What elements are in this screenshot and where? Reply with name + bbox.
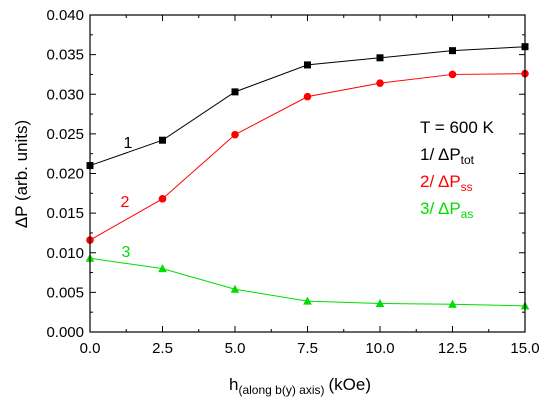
y-tick-label: 0.035 bbox=[46, 47, 84, 64]
x-tick-label: 15.0 bbox=[510, 340, 539, 357]
x-axis-label-sub: (along b(y) axis) bbox=[238, 383, 324, 397]
series-1 bbox=[86, 43, 529, 170]
y-tick-label: 0.000 bbox=[46, 324, 84, 341]
series-layer bbox=[85, 43, 530, 310]
data-point bbox=[230, 284, 240, 293]
data-point bbox=[376, 79, 384, 87]
legend-entry-label: 1/ ΔP bbox=[420, 145, 461, 164]
x-axis-label-unit: (kOe) bbox=[329, 375, 372, 394]
legend-entry-label: 3/ ΔP bbox=[420, 199, 461, 218]
data-point bbox=[448, 70, 457, 79]
data-point bbox=[449, 47, 456, 55]
data-point bbox=[375, 298, 385, 307]
legend-entry-label: 2/ ΔP bbox=[420, 172, 461, 191]
legend-entry-subscript: tot bbox=[461, 153, 475, 167]
x-axis-label-main: h bbox=[229, 375, 238, 394]
x-tick-label: 10.0 bbox=[365, 340, 394, 357]
legend-entry-subscript: ss bbox=[461, 180, 473, 194]
data-point bbox=[158, 195, 167, 203]
x-axis-label: h(along b(y) axis) (kOe) bbox=[229, 375, 371, 397]
x-tick-label: 7.5 bbox=[297, 340, 318, 357]
y-tick-label: 0.005 bbox=[46, 284, 84, 301]
tick-labels: 0.0 2.5 5.0 7.5 10.0 12.5 15.0 0.000 0.005 0.010 0… bbox=[46, 7, 539, 357]
legend-entry: 1/ ΔPtot bbox=[420, 145, 475, 167]
series-number-label: 2 bbox=[121, 194, 130, 211]
data-point bbox=[304, 61, 311, 69]
legend-entry: 2/ ΔPss bbox=[420, 172, 473, 194]
data-point bbox=[231, 130, 239, 139]
data-point bbox=[303, 92, 312, 101]
legend-entry-subscript: as bbox=[461, 207, 474, 221]
y-tick-label: 0.025 bbox=[46, 126, 84, 143]
y-tick-label: 0.040 bbox=[46, 7, 84, 24]
x-tick-label: 12.5 bbox=[438, 340, 467, 357]
series-number-label: 3 bbox=[122, 244, 131, 261]
series-2 bbox=[86, 69, 529, 244]
y-tick-label: 0.030 bbox=[46, 86, 84, 103]
data-point bbox=[448, 299, 457, 308]
plot-frame bbox=[89, 14, 526, 333]
x-tick-label: 2.5 bbox=[152, 340, 173, 357]
series-numbers: 1 2 3 bbox=[121, 135, 133, 261]
data-point bbox=[231, 88, 239, 96]
data-point bbox=[158, 264, 167, 273]
y-axis-label: ΔP (arb. units) bbox=[12, 120, 31, 228]
legend-entry: 3/ ΔPas bbox=[420, 199, 473, 221]
series-3 bbox=[85, 253, 530, 310]
temperature-annotation: T = 600 K bbox=[420, 118, 495, 137]
data-point bbox=[159, 136, 166, 144]
y-tick-label: 0.020 bbox=[46, 166, 84, 183]
data-point bbox=[376, 54, 384, 62]
x-tick-label: 0.0 bbox=[80, 340, 101, 357]
series-number-label: 1 bbox=[124, 135, 133, 152]
x-tick-label: 5.0 bbox=[225, 340, 246, 357]
data-point bbox=[303, 296, 312, 305]
y-tick-label: 0.015 bbox=[46, 205, 84, 222]
y-tick-label: 0.010 bbox=[46, 245, 84, 262]
